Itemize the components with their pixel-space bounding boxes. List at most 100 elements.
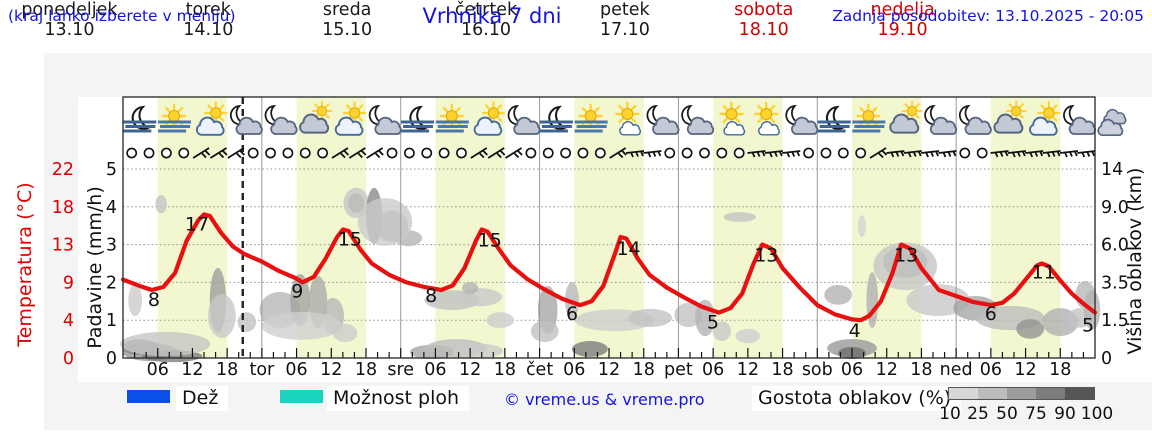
cloud-part [513, 116, 541, 135]
wind-calm-icon [976, 147, 988, 159]
density-segment [1065, 388, 1094, 399]
wind-calm-icon [803, 147, 815, 159]
temperature-value-label: 6 [985, 303, 997, 325]
cloud-tick-label: 6.0 [1101, 236, 1129, 256]
fog-lines [158, 120, 192, 133]
wind-calm-icon [733, 147, 745, 159]
precip-tick-label: 1 [106, 311, 117, 331]
temperature-value-label: 15 [338, 228, 362, 250]
wind-barb-icon [990, 150, 1009, 158]
density-tick-90: 90 [1054, 404, 1076, 424]
cloud-part [964, 116, 992, 135]
cloud-part [652, 116, 680, 135]
temperature-value-label: 17 [185, 213, 209, 235]
temp-tick-label: 9 [63, 273, 74, 293]
wind-calm-icon [282, 147, 294, 159]
cloud-tick-label: 1.5 [1101, 311, 1129, 331]
sun-disc [1043, 107, 1055, 119]
day-header-sat: sobota 18.10 [694, 0, 833, 40]
density-tick-100: 100 [1080, 404, 1114, 424]
cloud-blob [261, 311, 342, 340]
wind-calm-icon [855, 147, 867, 159]
wind-calm-icon [577, 147, 589, 159]
x-label-hour: 06 [424, 360, 446, 380]
wind-calm-icon [265, 147, 276, 159]
day-date: 19.10 [877, 20, 928, 40]
day-name: torek [185, 0, 231, 20]
temperature-value-label: 8 [425, 285, 437, 307]
day-header-fri: petek 17.10 [555, 0, 694, 40]
sun-cloud-icon [473, 101, 506, 136]
x-label-hour: 18 [355, 360, 377, 380]
wind-calm-icon [664, 147, 676, 159]
page-title: Vrhnika 7 dni [422, 4, 562, 28]
x-label-day: čet [526, 360, 553, 380]
sun-part [1005, 100, 1027, 122]
cloud-blob [712, 321, 732, 341]
day-date: 14.10 [183, 20, 234, 40]
sun-part [901, 100, 923, 122]
sun-part [439, 103, 464, 129]
temperature-value-label: 13 [894, 245, 918, 267]
x-label-hour: 06 [147, 360, 169, 380]
day-date: 13.10 [44, 20, 95, 40]
density-segment [1007, 388, 1036, 399]
sun-cloud-icon [334, 101, 367, 136]
sun-disc [862, 110, 875, 122]
copyright-link[interactable]: © vreme.us & vreme.pro [504, 390, 705, 409]
wind-barb-icon [1025, 150, 1044, 158]
wind-calm-icon [820, 147, 832, 159]
sun-disc [316, 105, 328, 117]
x-label-day: ned [940, 360, 973, 380]
precip-tick-label: 4 [106, 198, 117, 218]
temperature-value-label: 9 [291, 280, 303, 302]
cloud-blob [462, 282, 479, 295]
sun-disc [760, 108, 773, 120]
sun-disc [445, 110, 458, 122]
sun-small-cloud-icon [719, 101, 746, 136]
cloud-blob [120, 331, 211, 357]
x-label-hour: 18 [633, 360, 655, 380]
cloud-blob [735, 328, 761, 344]
cloud-part [1068, 116, 1096, 135]
temp-tick-label: 22 [52, 160, 74, 180]
density-segment [978, 388, 1007, 399]
cloud-part [993, 113, 1024, 134]
wind-calm-icon [438, 147, 450, 159]
wind-calm-icon [143, 147, 155, 159]
sun-cloud-icon [1029, 101, 1061, 136]
day-date: 15.10 [322, 20, 373, 40]
wind-barb-icon [764, 150, 783, 158]
cloud-blob [824, 285, 852, 305]
cloud-blob [128, 284, 143, 317]
sun-part [161, 103, 187, 129]
fog-lines [401, 120, 435, 133]
cloud-blob [486, 312, 515, 329]
density-tick-75: 75 [1025, 404, 1047, 424]
moon-cloud-icon [785, 104, 819, 135]
wind-barb-icon [209, 147, 228, 159]
moon-cloud-icon [229, 104, 263, 135]
sun-disc [725, 108, 738, 120]
cloud-part [791, 116, 819, 135]
day-headers: ponedeljek 13.10 torek 14.10 sreda 15.10 če… [0, 0, 972, 40]
temperature-value-label: 5 [707, 312, 719, 334]
sun-disc [1011, 105, 1022, 117]
x-label-hour: 12 [1014, 360, 1036, 380]
cloud-part [270, 116, 298, 135]
cloud-blob [237, 312, 257, 332]
cloud-blob [530, 320, 559, 343]
density-tick-10: 10 [939, 404, 961, 424]
cloud-part [299, 113, 330, 134]
day-header-thu: četrtek 16.10 [417, 0, 556, 40]
day-date: 16.10 [460, 20, 512, 40]
moon-cloud-icon [646, 104, 680, 135]
cloud-blob [866, 272, 879, 329]
x-label-hour: 06 [285, 360, 307, 380]
cloud-blob [155, 195, 167, 214]
temp-tick-label: 18 [52, 198, 74, 218]
x-label-day: sob [802, 360, 833, 380]
temperature-value-label: 14 [616, 238, 640, 260]
temp-tick-label: 4 [63, 311, 74, 331]
cloud-tick-label: 9.0 [1101, 198, 1129, 218]
